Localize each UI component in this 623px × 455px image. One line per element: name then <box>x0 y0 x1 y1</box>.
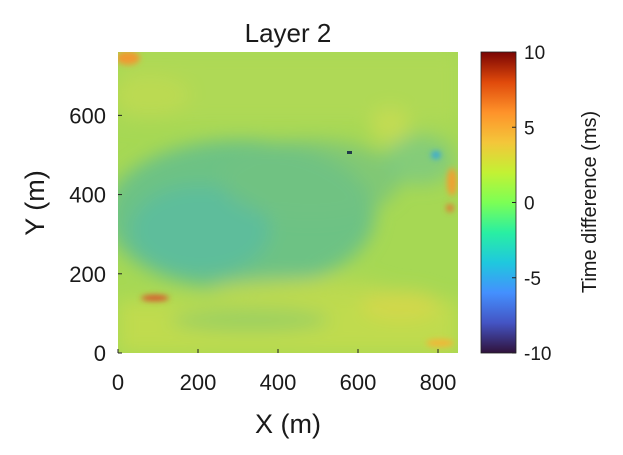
x-axis-label: X (m) <box>255 409 321 439</box>
high-spot-right-edge <box>447 168 457 196</box>
high-spot-lower-left <box>141 295 169 301</box>
colorbar-tick-label: -10 <box>524 344 551 365</box>
colorbar-tick-label: 10 <box>524 43 545 64</box>
x-tick-label: 600 <box>340 370 377 395</box>
chart-title: Layer 2 <box>245 18 332 48</box>
y-tick-label: 200 <box>69 262 106 287</box>
colorbar-tick-label: 5 <box>524 118 535 139</box>
colorbar-label: Time difference (ms) <box>579 111 601 293</box>
x-tick-label: 0 <box>112 370 124 395</box>
colorbar-ticks: 10 5 0 -5 -10 <box>512 43 551 365</box>
x-tick-label: 400 <box>260 370 297 395</box>
y-axis: 0 200 400 600 <box>69 103 122 366</box>
colorbar-tick-label: 0 <box>524 194 535 215</box>
x-tick-label: 200 <box>180 370 217 395</box>
y-axis-label: Y (m) <box>20 170 50 236</box>
y-tick-label: 400 <box>69 183 106 208</box>
colorbar <box>480 51 517 354</box>
heatmap-field <box>118 52 458 353</box>
high-spot-top-left <box>118 52 140 65</box>
y-tick-label: 0 <box>94 341 106 366</box>
x-axis: 0 200 400 600 800 <box>112 349 456 395</box>
y-tick-label: 600 <box>69 103 106 128</box>
colorbar-tick-label: -5 <box>524 269 541 290</box>
x-tick-label: 800 <box>420 370 457 395</box>
